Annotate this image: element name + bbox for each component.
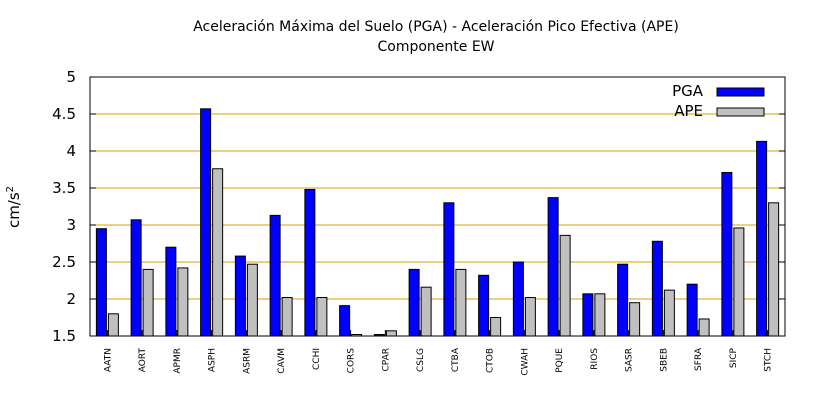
y-axis-label: cm/s2 (5, 186, 23, 228)
x-tick-label: SASR (625, 348, 635, 372)
bar-ape-asph (212, 168, 224, 337)
bar-ape-cwah (524, 297, 536, 337)
y-tick-label: 4.5 (52, 105, 76, 123)
x-tick-label: CTBA (451, 347, 461, 372)
bar-ape-pque (559, 234, 571, 337)
x-tick-label: ASRM (242, 348, 252, 374)
x-tick-label: APMR (173, 348, 183, 374)
x-tick-label: CTOB (486, 348, 496, 373)
plot-frame (89, 76, 786, 337)
x-tick-label: ASPH (208, 348, 218, 372)
y-tick-label: 2 (66, 290, 76, 308)
bar-pga-sicp (721, 171, 733, 337)
bar-pga-apmr (165, 246, 177, 337)
chart-title: Aceleración Máxima del Suelo (PGA) - Ace… (193, 19, 679, 35)
x-tick-label: CCHI (312, 348, 322, 370)
bar-ape-asrm (246, 263, 258, 337)
legend-swatch-ape (716, 107, 765, 117)
bar-ape-stch (768, 202, 780, 337)
y-tick-label: 1.5 (52, 327, 76, 345)
y-tick-label: 3.5 (52, 179, 76, 197)
legend-label-ape: APE (674, 102, 703, 120)
grid-lines (90, 113, 785, 300)
bar-pga-aatn (95, 228, 107, 337)
x-tick-label: CSLG (416, 348, 426, 372)
bar-ape-rios (594, 293, 606, 337)
bar-ape-sicp (733, 227, 745, 337)
bar-pga-pque (547, 197, 559, 337)
bar-ape-cslg (420, 286, 432, 337)
y-ticks: 1.5 2 2.5 3 3.5 4 4.5 5 (52, 68, 785, 345)
bar-ape-ctba (455, 268, 467, 337)
bar-pga-sasr (617, 263, 629, 337)
bar-ape-sfra (698, 318, 710, 337)
x-tick-label: CORS (347, 348, 357, 374)
y-tick-label: 5 (66, 68, 76, 86)
bar-ape-cavm (281, 297, 293, 337)
y-tick-label: 4 (66, 142, 76, 160)
x-tick-label: STCH (764, 348, 774, 372)
bar-ape-cpar (385, 330, 397, 337)
x-tick-label: RIOS (590, 348, 600, 370)
bar-ape-sasr (629, 302, 641, 337)
chart-subtitle: Componente EW (377, 39, 494, 55)
bar-pga-asph (200, 108, 212, 337)
x-tick-label: AATN (103, 348, 113, 372)
y-tick-label: 3 (66, 216, 76, 234)
bar-pga-sbeb (651, 240, 663, 337)
bar-pga-cors (339, 305, 351, 337)
x-tick-label: SICP (729, 347, 739, 368)
bar-pga-asrm (234, 255, 246, 337)
y-axis-label-exponent: 2 (5, 186, 16, 192)
bar-ape-sbeb (663, 289, 675, 337)
bar-ape-aatn (107, 313, 119, 337)
bar-pga-cslg (408, 268, 420, 337)
svg-text:cm/s2: cm/s2 (5, 186, 23, 228)
x-tick-label: CPAR (381, 348, 391, 372)
bar-pga-rios (582, 293, 594, 337)
x-tick-label: SFRA (694, 347, 704, 371)
x-tick-label: SBEB (659, 348, 669, 372)
legend-label-pga: PGA (672, 82, 704, 100)
bar-pga-cchi (304, 188, 316, 337)
x-tick-label: AORT (138, 348, 148, 373)
bar-pga-sfra (686, 283, 698, 337)
bar-pga-cwah (512, 261, 524, 337)
legend-swatch-pga (716, 87, 765, 97)
bar-pga-ctob (478, 274, 490, 337)
x-tick-label: CWAH (520, 348, 530, 376)
bar-pga-aort (130, 219, 142, 337)
x-tick-label: PQUE (555, 348, 565, 373)
bar-pga-ctba (443, 202, 455, 337)
bar-pga-cavm (269, 214, 281, 337)
x-ticks: AATN AORT APMR ASPH ASRM CAVM CCHI CORS CPAR CSLG… (103, 330, 774, 376)
y-tick-label: 2.5 (52, 253, 76, 271)
bar-ape-ctob (490, 317, 502, 337)
bar-pga-stch (756, 140, 768, 337)
bar-ape-apmr (177, 267, 189, 337)
legend: PGA APE (672, 82, 765, 120)
bars (95, 108, 780, 337)
bar-ape-aort (142, 268, 154, 337)
bar-ape-cchi (316, 297, 328, 337)
x-tick-label: CAVM (277, 348, 287, 374)
y-axis-label-base: cm/s (5, 192, 23, 228)
